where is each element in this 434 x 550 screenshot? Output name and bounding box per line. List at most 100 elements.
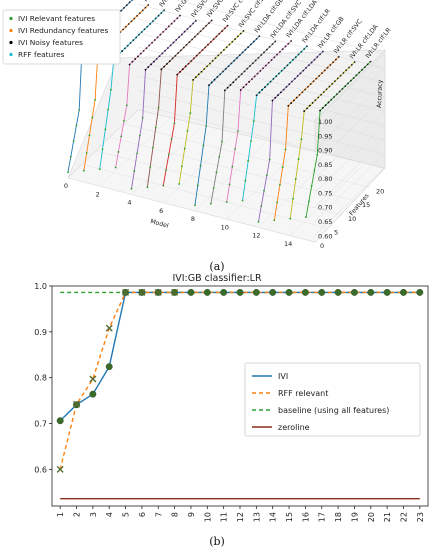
ivi-point [89,390,97,398]
x-tick-label: 8 [191,215,195,223]
point-3d [241,51,244,54]
rff-point-stroke [73,400,81,408]
point-3d [290,40,293,42]
point-3d [190,60,193,62]
grid-line [137,61,385,194]
rff-point [73,400,81,408]
point-3d [117,151,120,153]
point-3d [167,25,170,28]
point-3d [152,146,154,149]
point-3d [169,44,172,47]
x-tick-label: 15 [285,512,294,522]
point-3d [319,109,321,112]
point-3d [229,84,232,86]
point-3d [216,76,219,78]
point-3d [78,109,81,111]
point-3d [305,66,307,69]
z-tick-label: 0.70 [318,204,332,212]
ivi-point [56,417,64,425]
point-3d [290,102,293,104]
ivi-point [301,288,309,296]
point-3d [265,64,267,67]
point-3d [228,43,231,46]
point-3d [249,65,251,67]
point-3d [231,40,234,43]
grid-line [131,126,202,195]
point-3d [254,59,257,62]
point-3d [268,45,271,48]
ivi-point [252,288,260,296]
x-tick-label: 8 [171,512,180,517]
point-3d [194,35,196,38]
point-3d [366,63,369,66]
x-tick-label: 19 [350,512,359,522]
point-3d [316,56,319,58]
point-3d [167,153,170,156]
x-tick-label: 6 [138,512,147,517]
point-3d [246,67,249,70]
point-3d [173,122,176,125]
point-3d [239,32,242,35]
point-3d [297,158,300,160]
point-3d [222,49,225,51]
point-3d [182,46,185,49]
point-3d [114,166,117,169]
point-3d [183,30,186,33]
point-3d [332,61,335,64]
point-3d [131,0,134,1]
y-tick-label: 10 [348,215,356,223]
point-3d [259,70,262,72]
point-3d [349,79,352,82]
point-3d [192,22,194,25]
point-3d [162,30,165,33]
panel-b-line-chart: IVI:GB classifier:LR 0.60.70.80.91.01 2 3 4… [34,273,429,522]
x-tick-label: 4 [127,199,131,207]
z-tick-label: 0.80 [318,175,332,183]
x-tick-label: 1 [56,512,65,517]
legend-b: IVI RFF relevant baseline (using all featu… [244,362,421,437]
point-3d [67,171,69,174]
point-3d [161,52,164,55]
point-3d [219,73,222,76]
point-3d [91,116,94,119]
grid-line [137,89,385,223]
z-tick-label: 0.90 [318,147,332,155]
point-3d [166,62,168,65]
point-3d [191,38,194,41]
point-3d [128,1,131,4]
point-3d [189,25,192,28]
legend-box-b [244,362,421,437]
point-3d [159,33,162,36]
point-3d [209,41,212,43]
point-3d [210,19,213,22]
point-3d [194,19,197,22]
point-3d [321,50,324,53]
grid-line [137,18,385,151]
point-3d [313,58,316,61]
point-3d [245,83,248,86]
point-3d [307,64,310,67]
point-3d [241,199,244,202]
point-3d [220,51,222,54]
point-3d [250,43,252,46]
point-3d [147,66,150,68]
point-3d [205,124,208,127]
rff-point-stroke [154,288,162,296]
point-3d [274,96,277,99]
legend-label: IVI Noisy features [18,38,83,47]
point-3d [178,183,180,185]
point-3d [163,65,166,68]
point-3d [334,80,336,83]
point-3d [322,91,325,93]
x-tick-label: 0 [64,182,68,190]
rff-point [105,324,113,332]
point-3d [98,168,101,171]
legend-label: baseline (using all features) [278,406,389,415]
x-tick-label: 16 [301,512,310,522]
point-3d [151,41,153,44]
x-tick-label: 2 [73,512,82,517]
point-3d [248,80,251,83]
rff-point-stroke [122,288,130,296]
point-3d [133,17,136,20]
